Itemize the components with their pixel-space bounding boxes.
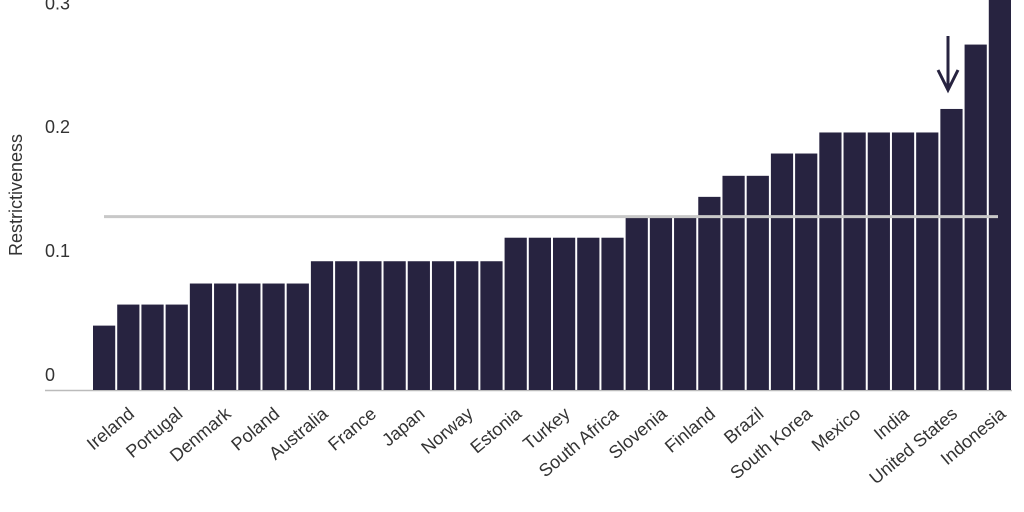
annotation-arrow	[936, 36, 960, 94]
bar	[746, 175, 769, 390]
bar	[916, 132, 939, 390]
x-tick-label: Estonia	[466, 403, 526, 458]
bar	[141, 304, 164, 390]
bar	[528, 237, 551, 390]
bar	[674, 216, 697, 390]
x-tick-label: Mexico	[808, 403, 865, 455]
x-tick-label: Finland	[661, 403, 719, 456]
bar	[698, 196, 721, 390]
bar	[456, 261, 479, 390]
bar	[577, 237, 600, 390]
bar	[286, 283, 309, 390]
bar	[383, 261, 406, 390]
bar	[310, 261, 334, 390]
bar	[480, 261, 503, 390]
bar	[795, 153, 818, 390]
bar	[238, 283, 261, 390]
bar	[407, 261, 430, 390]
bar	[504, 237, 527, 390]
bar	[988, 0, 1011, 391]
y-axis-label: Restrictiveness	[6, 134, 26, 256]
bar	[819, 132, 842, 390]
bar	[891, 132, 915, 390]
bar	[770, 153, 794, 390]
bar	[843, 132, 866, 390]
y-tick-label: 0.2	[45, 117, 70, 137]
bar	[359, 261, 382, 390]
bar	[867, 132, 890, 390]
bar	[93, 325, 116, 390]
bar	[601, 237, 624, 390]
bar	[335, 261, 358, 390]
bar	[625, 216, 648, 390]
bar	[553, 237, 576, 390]
bar	[722, 175, 745, 390]
bar	[189, 283, 213, 390]
x-tick-label: Norway	[417, 403, 477, 458]
y-tick-label: 0.3	[45, 0, 70, 13]
bar	[649, 216, 673, 390]
x-tick-label: France	[324, 403, 380, 454]
bar	[214, 283, 237, 390]
y-tick-label: 0.1	[45, 241, 70, 261]
bar	[940, 108, 963, 390]
bar	[431, 261, 455, 390]
y-tick-label: 0	[45, 365, 55, 385]
bar	[117, 304, 140, 390]
bar	[165, 304, 188, 390]
bar	[262, 283, 285, 390]
